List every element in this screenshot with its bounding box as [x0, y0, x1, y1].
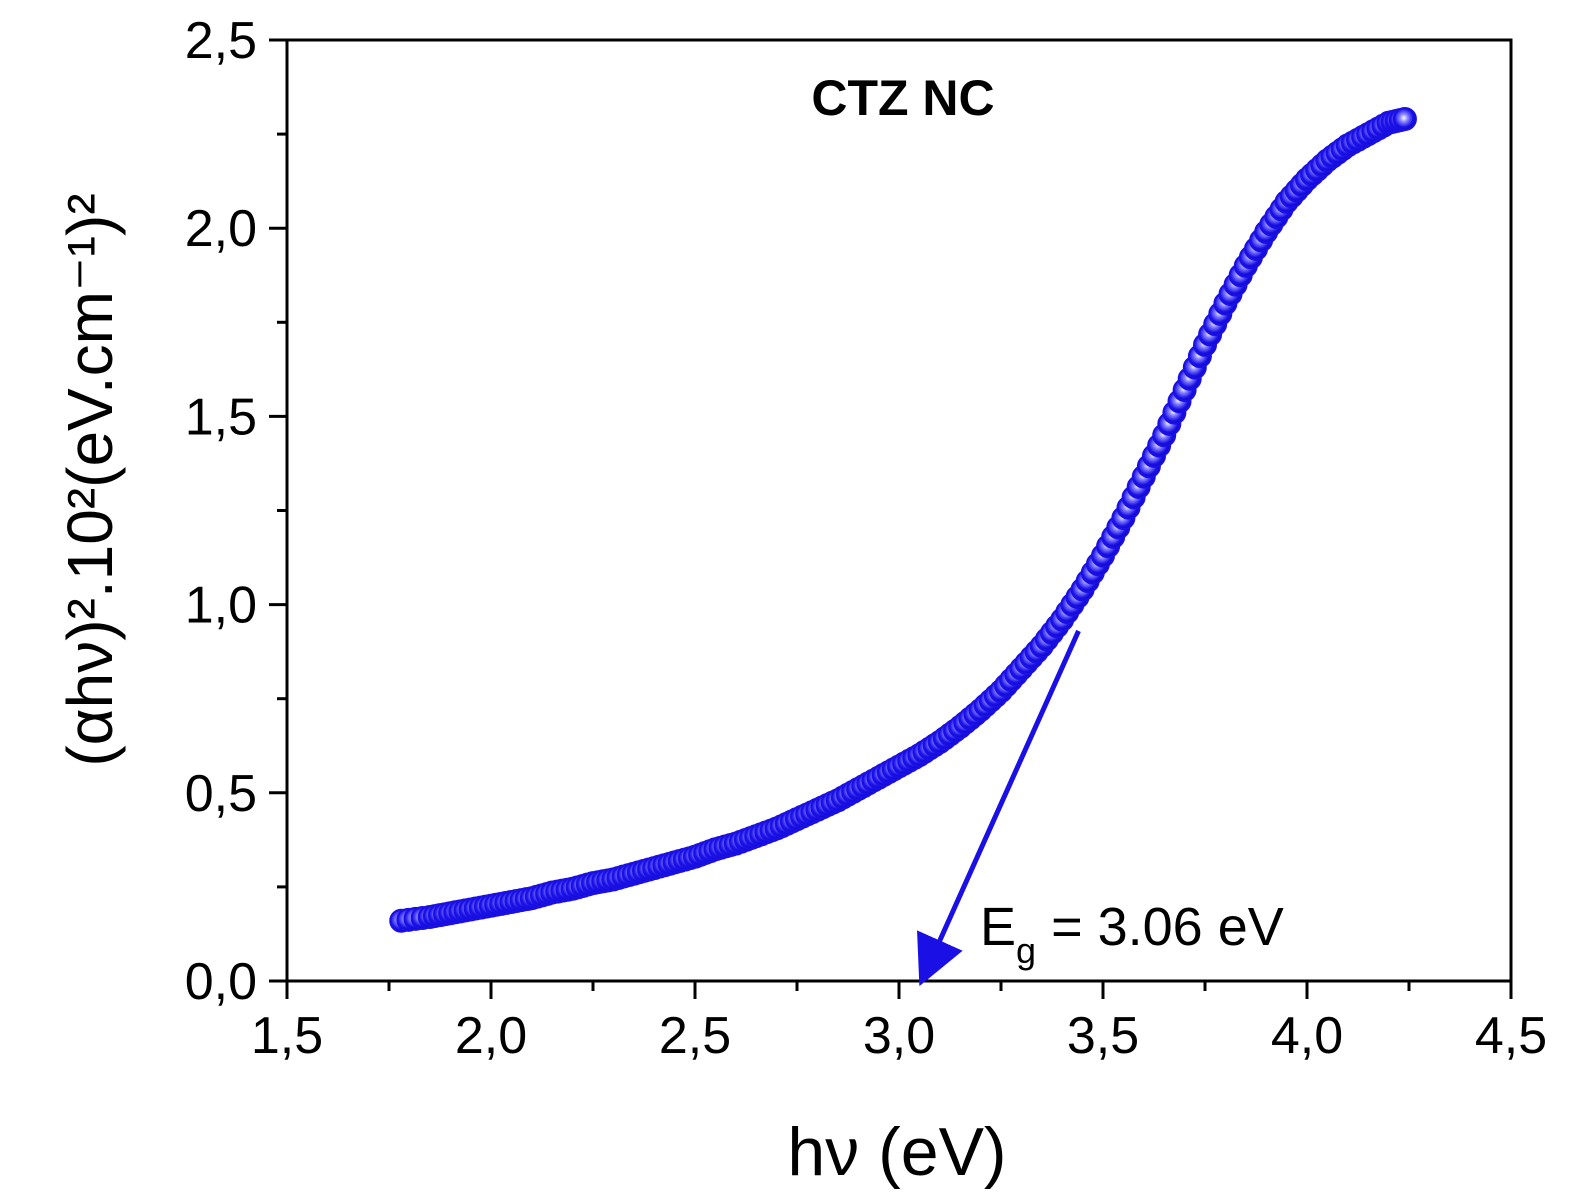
x-axis-ticks: 1,5 2,0 2,5 3,0 3,5 4,0 4,5	[251, 981, 1547, 1065]
arrow-line	[917, 629, 1081, 987]
x-tick-label: 4,0	[1271, 1007, 1343, 1065]
x-tick-label: 4,5	[1475, 1007, 1547, 1065]
annotation-main: E	[980, 897, 1016, 957]
data-points	[389, 107, 1417, 933]
y-tick-label: 2,5	[185, 12, 257, 70]
x-tick-label: 1,5	[251, 1007, 323, 1065]
x-axis-title: hν (eV)	[787, 1114, 1006, 1190]
annotation-rest: = 3.06 eV	[1036, 897, 1284, 957]
y-tick-label: 0,5	[185, 765, 257, 823]
y-tick-label: 1,0	[185, 577, 257, 635]
x-tick-label: 3,0	[863, 1007, 935, 1065]
band-gap-arrow	[917, 629, 1081, 987]
chart-title: CTZ NC	[811, 70, 994, 126]
plot-frame	[285, 38, 1513, 983]
band-gap-annotation: Eg = 3.06 eV	[980, 897, 1284, 971]
data-point	[1392, 107, 1417, 132]
x-tick-label: 2,0	[455, 1007, 527, 1065]
y-axis-title: (αhν)².10²(eV.cm⁻¹)²	[54, 193, 126, 766]
y-tick-label: 1,5	[185, 388, 257, 446]
x-tick-label: 3,5	[1067, 1007, 1139, 1065]
y-tick-label: 0,0	[185, 953, 257, 1011]
x-tick-label: 2,5	[659, 1007, 731, 1065]
y-tick-label: 2,0	[185, 200, 257, 258]
annotation-subscript: g	[1016, 930, 1036, 971]
y-axis-ticks: 0,0 0,5 1,0 1,5 2,0 2,5	[185, 12, 287, 1011]
